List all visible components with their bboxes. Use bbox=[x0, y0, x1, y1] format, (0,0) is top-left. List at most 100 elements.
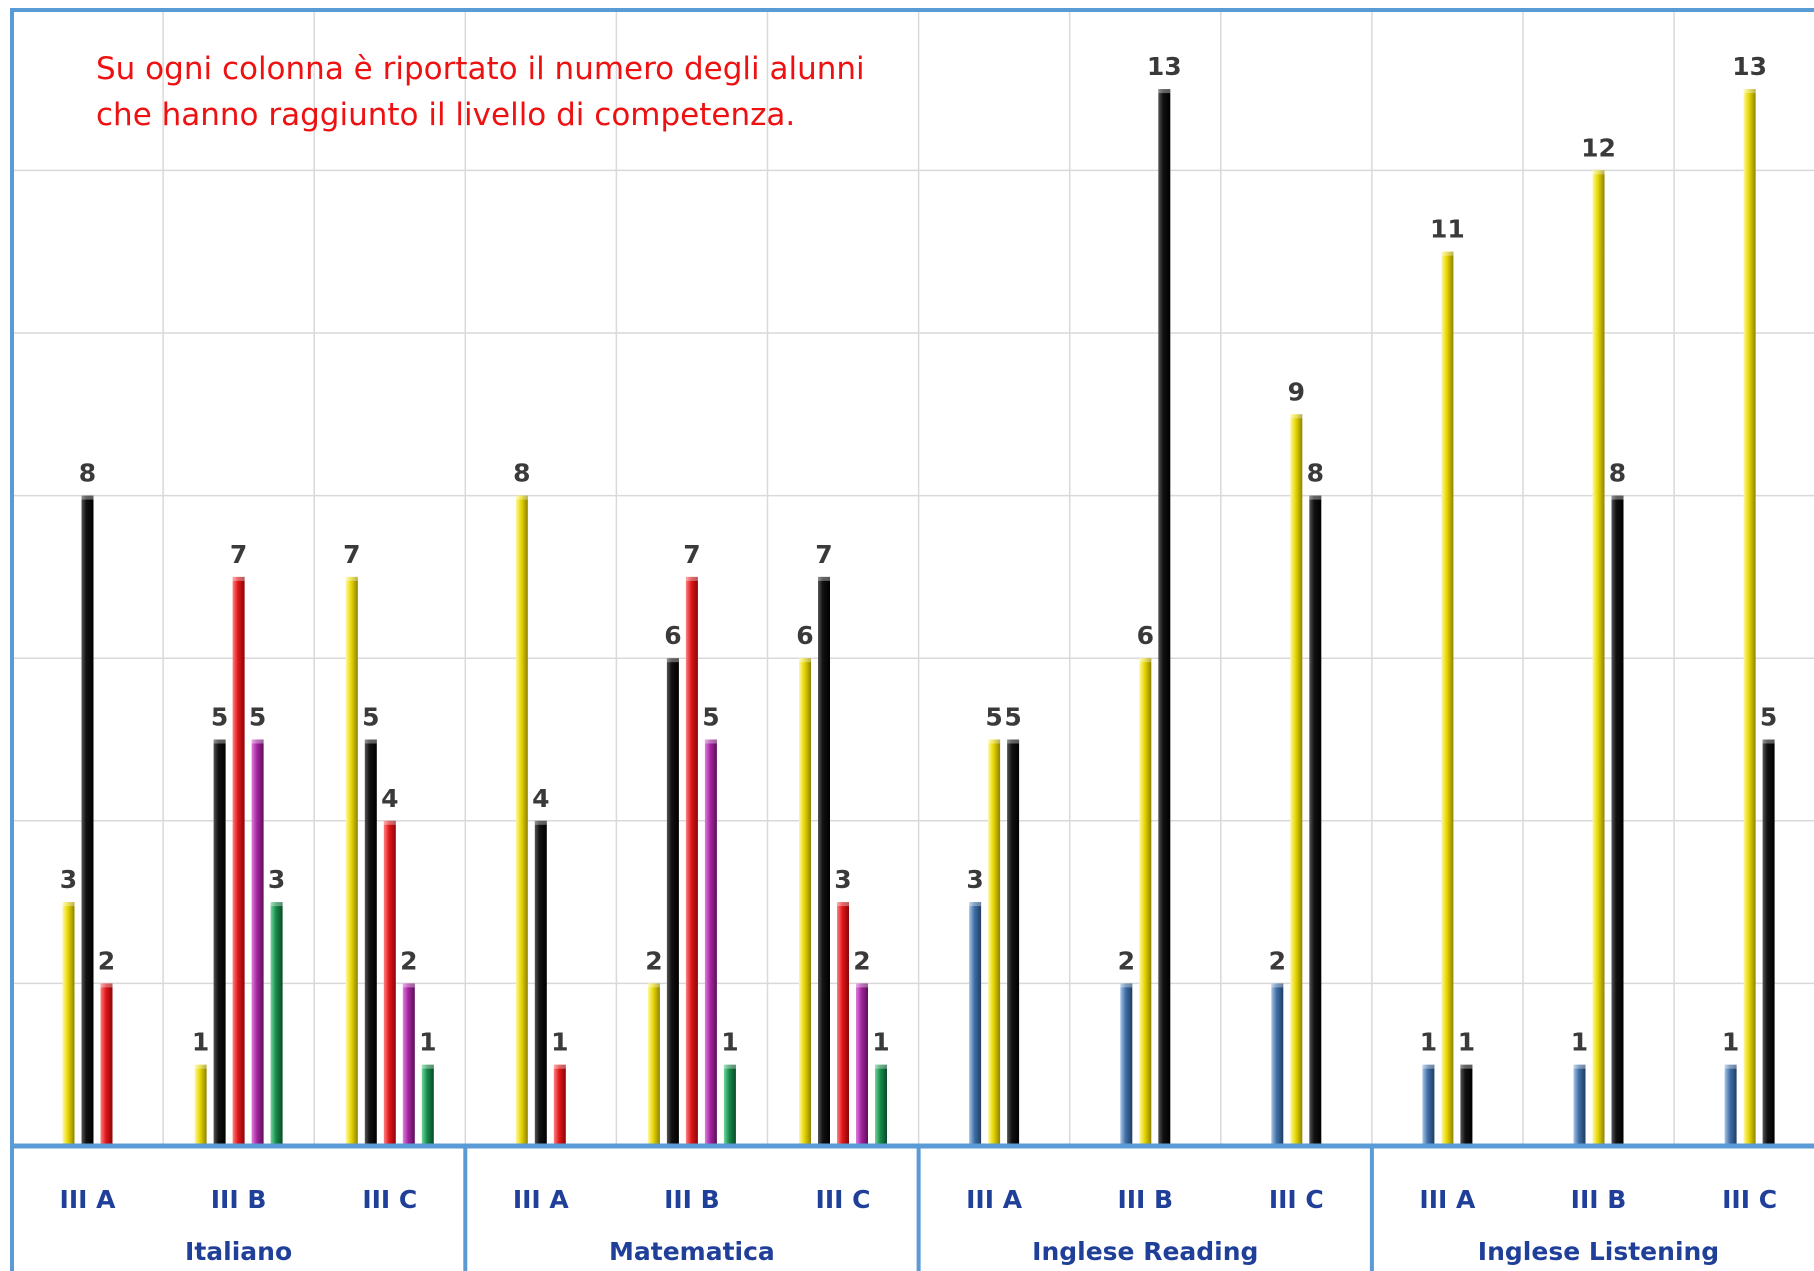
bar-bevel bbox=[1611, 495, 1624, 500]
bar-yellow bbox=[515, 495, 528, 1147]
bar-black bbox=[1460, 1064, 1473, 1146]
bar-black bbox=[213, 739, 226, 1146]
bar-green bbox=[875, 1064, 887, 1146]
bar-bevel bbox=[1271, 983, 1284, 988]
category-axis: III A III B III C III A III B III C III A III B… bbox=[10, 8, 1814, 1271]
bar-yellow bbox=[988, 739, 1001, 1146]
bar-blue bbox=[969, 902, 982, 1146]
bar-bevel bbox=[81, 495, 94, 500]
bar-bevel bbox=[704, 739, 717, 744]
class-label: III A bbox=[60, 1185, 117, 1214]
bar-red bbox=[100, 983, 113, 1146]
bar-bevel bbox=[1290, 414, 1303, 419]
class-label: III B bbox=[1117, 1185, 1173, 1214]
class-label: III A bbox=[513, 1185, 570, 1214]
bar-red bbox=[553, 1064, 566, 1146]
bar-blue bbox=[1724, 1064, 1737, 1146]
bar-value-label: 5 bbox=[1760, 703, 1777, 732]
bar-magenta bbox=[704, 739, 717, 1146]
bar-bevel bbox=[194, 1064, 207, 1069]
bar-bevel bbox=[364, 739, 377, 744]
bar-value-label: 5 bbox=[211, 703, 228, 732]
bar-value-label: 9 bbox=[1288, 377, 1305, 406]
bar-value-label: 8 bbox=[79, 459, 96, 488]
class-label: III B bbox=[664, 1185, 720, 1214]
grid bbox=[12, 10, 1814, 1147]
bar-bevel bbox=[1573, 1064, 1586, 1069]
bars bbox=[62, 89, 1775, 1147]
bar-value-label: 8 bbox=[1609, 459, 1626, 488]
bar-red bbox=[383, 820, 396, 1146]
bar-value-label: 2 bbox=[1269, 946, 1286, 975]
annotation-line-1: Su ogni colonna è riportato il numero de… bbox=[96, 51, 865, 87]
bar-bevel bbox=[62, 902, 75, 907]
bar-black bbox=[1158, 89, 1171, 1147]
bar-bevel bbox=[1158, 89, 1171, 94]
bar-magenta bbox=[856, 983, 868, 1146]
bar-value-label: 3 bbox=[60, 865, 77, 894]
bar-value-label: 4 bbox=[381, 784, 398, 813]
class-label: III C bbox=[1722, 1185, 1777, 1214]
bar-bevel bbox=[685, 576, 698, 581]
bar-value-label: 13 bbox=[1732, 52, 1767, 81]
bar-value-label: 7 bbox=[815, 540, 832, 569]
bar-value-label: 7 bbox=[343, 540, 360, 569]
bar-value-label: 2 bbox=[1118, 946, 1135, 975]
class-label: III C bbox=[1269, 1185, 1324, 1214]
bar-black bbox=[818, 576, 830, 1146]
bar-bevel bbox=[534, 820, 547, 825]
bar-value-label: 12 bbox=[1581, 133, 1616, 162]
bar-yellow bbox=[799, 658, 811, 1146]
bar-red bbox=[837, 902, 849, 1146]
bar-yellow bbox=[345, 576, 358, 1146]
bar-bevel bbox=[383, 820, 396, 825]
group-label: Inglese Listening bbox=[1478, 1237, 1719, 1266]
bar-value-label: 6 bbox=[796, 621, 813, 650]
bar-bevel bbox=[1309, 495, 1322, 500]
bar-yellow bbox=[647, 983, 660, 1146]
bar-yellow bbox=[1290, 414, 1303, 1146]
bar-black bbox=[1611, 495, 1624, 1147]
bar-bevel bbox=[100, 983, 113, 988]
annotation-line-2: che hanno raggiunto il livello di compet… bbox=[96, 97, 795, 133]
class-label: III B bbox=[211, 1185, 267, 1214]
bar-bevel bbox=[799, 658, 811, 663]
bar-bevel bbox=[1724, 1064, 1737, 1069]
bar-value-label: 13 bbox=[1147, 52, 1182, 81]
bar-yellow bbox=[1139, 658, 1152, 1146]
bar-blue bbox=[1422, 1064, 1435, 1146]
bar-bevel bbox=[818, 576, 830, 581]
bar-bevel bbox=[723, 1064, 736, 1069]
bar-bevel bbox=[553, 1064, 566, 1069]
bar-bevel bbox=[875, 1064, 887, 1069]
bar-bevel bbox=[270, 902, 283, 907]
bar-green bbox=[270, 902, 283, 1146]
class-label: III A bbox=[1419, 1185, 1476, 1214]
bar-value-label: 6 bbox=[1137, 621, 1154, 650]
bar-value-label: 2 bbox=[400, 946, 417, 975]
bar-value-label: 2 bbox=[853, 946, 870, 975]
bar-blue bbox=[1120, 983, 1133, 1146]
bar-black bbox=[81, 495, 94, 1147]
bar-bevel bbox=[1139, 658, 1152, 663]
bar-value-label: 1 bbox=[872, 1028, 889, 1057]
bar-value-label: 5 bbox=[702, 703, 719, 732]
chart-frame bbox=[10, 8, 1814, 1271]
bar-bevel bbox=[1460, 1064, 1473, 1069]
bar-black bbox=[1309, 495, 1322, 1147]
bar-bevel bbox=[969, 902, 982, 907]
bar-black bbox=[534, 820, 547, 1146]
class-label: III A bbox=[966, 1185, 1023, 1214]
bar-bevel bbox=[251, 739, 264, 744]
bar-bevel bbox=[1007, 739, 1020, 744]
bar-blue bbox=[1573, 1064, 1586, 1146]
group-label: Italiano bbox=[185, 1237, 292, 1266]
bar-black bbox=[1007, 739, 1020, 1146]
bar-value-label: 11 bbox=[1430, 215, 1465, 244]
bar-bevel bbox=[421, 1064, 434, 1069]
bar-magenta bbox=[402, 983, 415, 1146]
bar-value-label: 5 bbox=[362, 703, 379, 732]
bar-green bbox=[723, 1064, 736, 1146]
bar-bevel bbox=[1592, 170, 1605, 175]
bar-value-label: 7 bbox=[230, 540, 247, 569]
